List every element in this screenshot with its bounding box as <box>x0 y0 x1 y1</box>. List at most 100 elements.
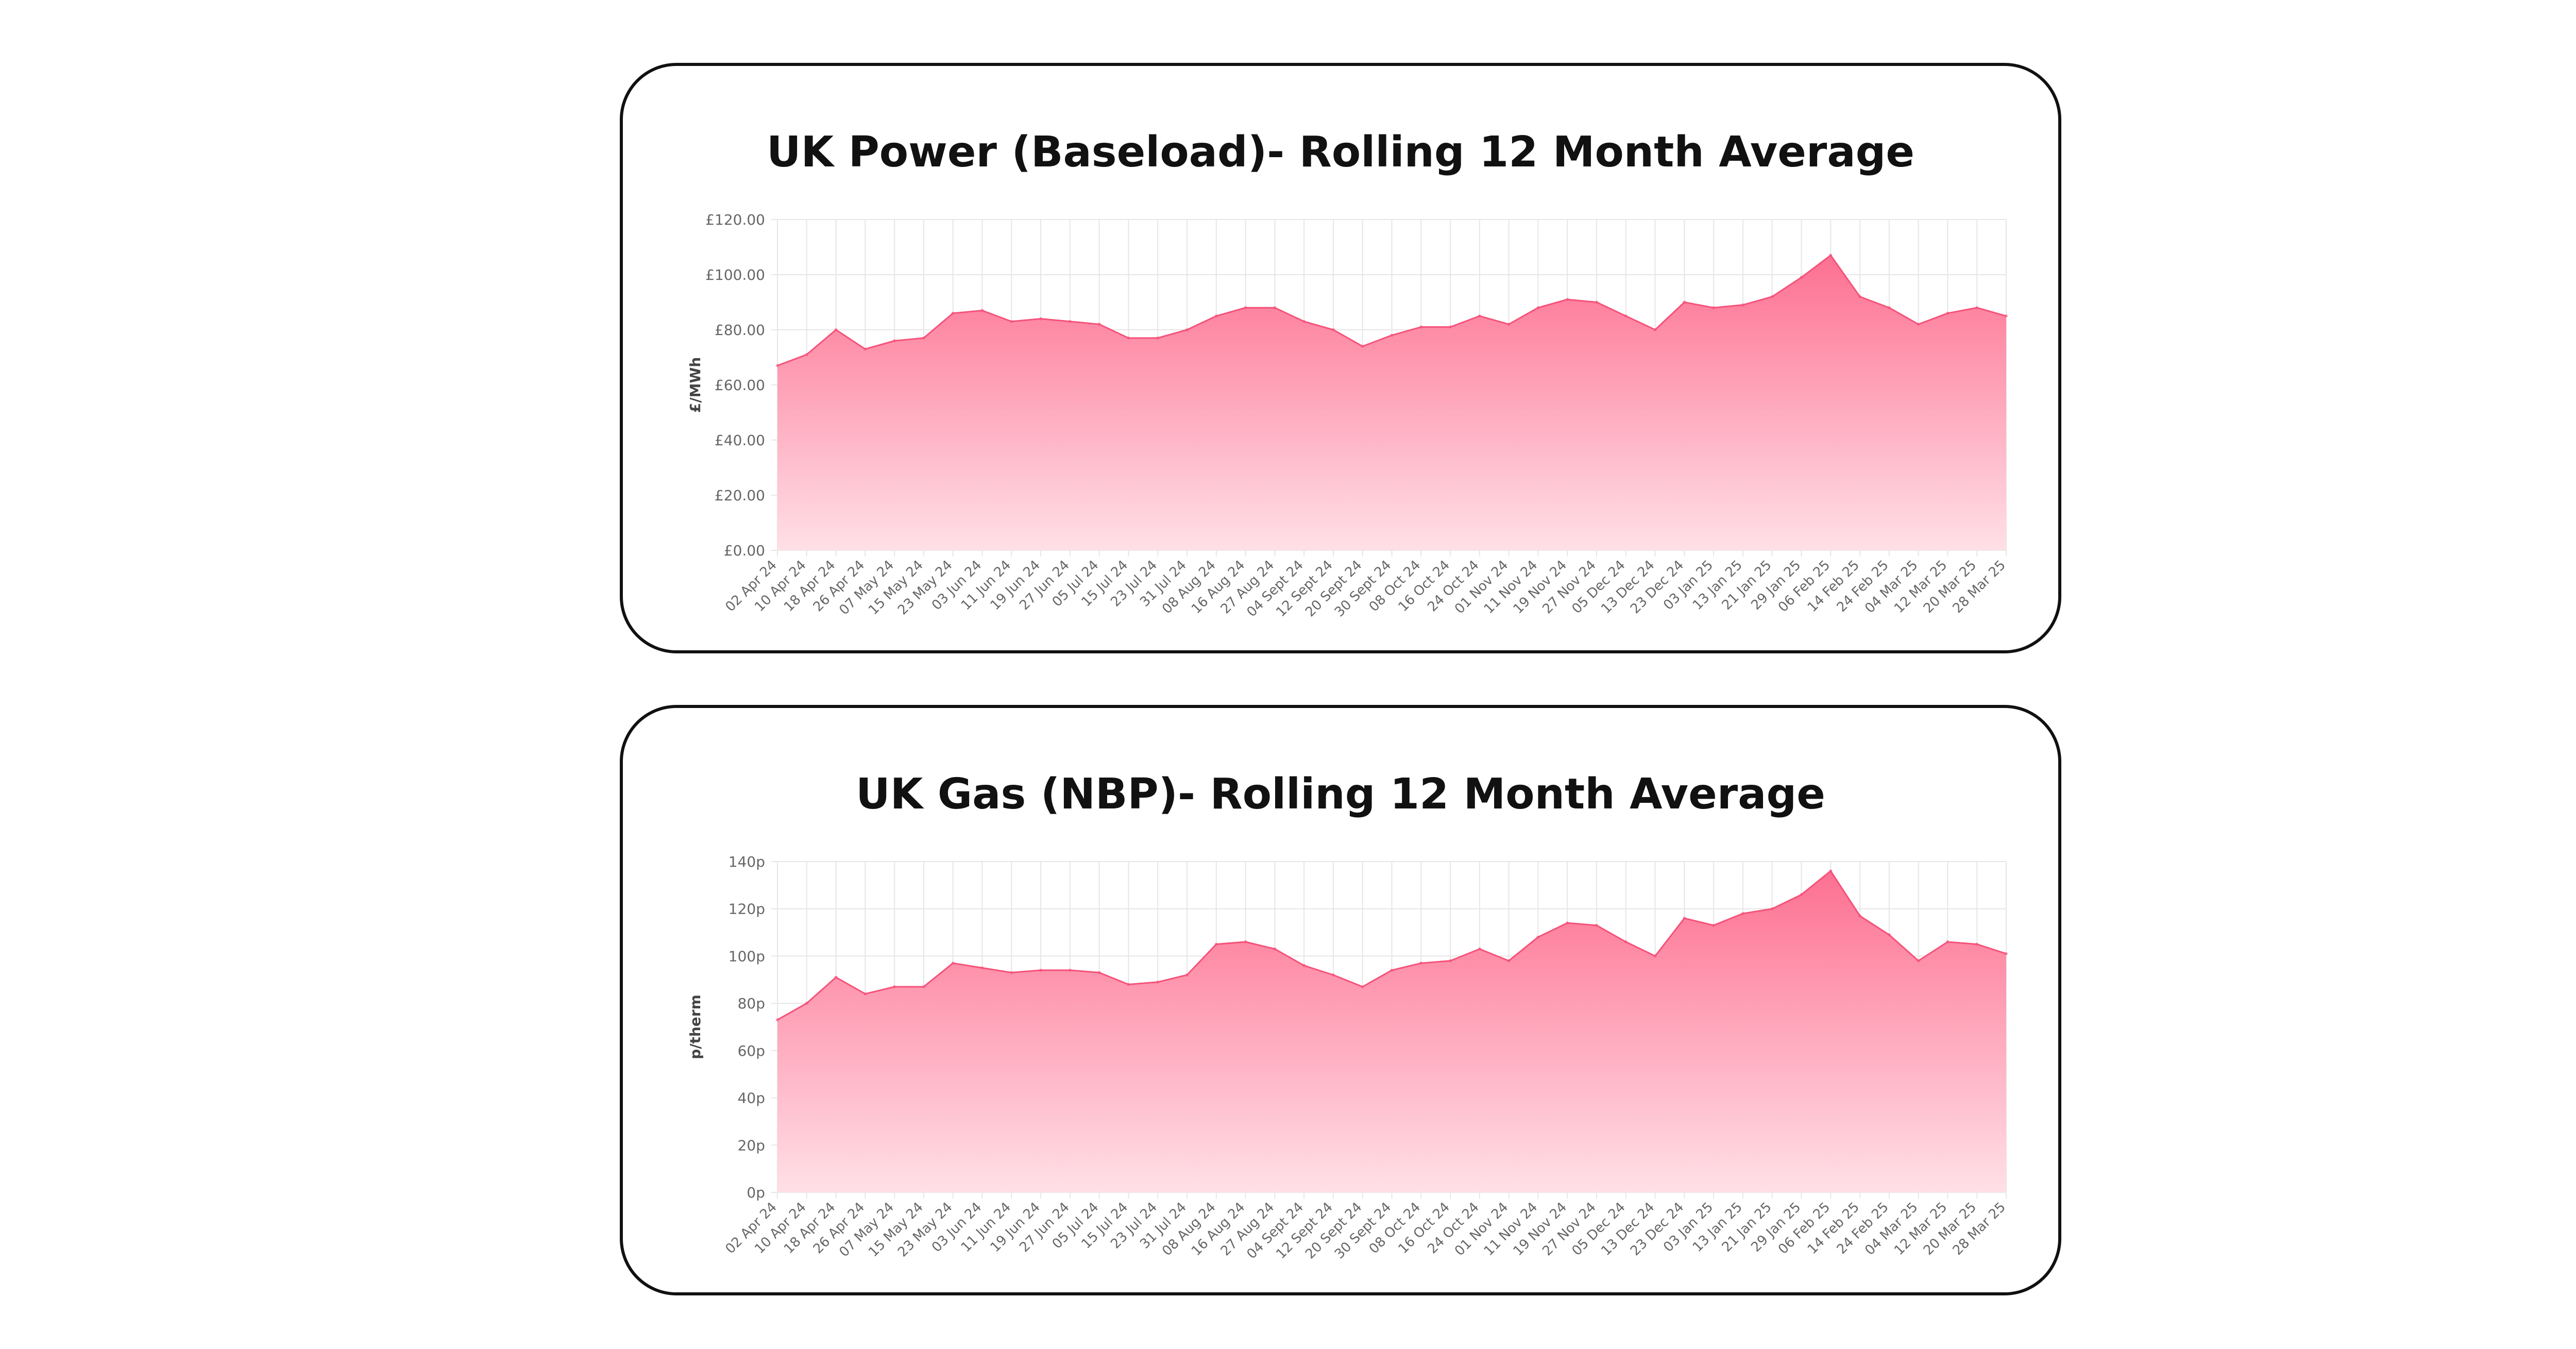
gas-ytick-label: 40p <box>738 1090 765 1107</box>
gas-data-point <box>1624 940 1628 943</box>
gas-data-point <box>1449 959 1452 963</box>
gas-data-point <box>1478 947 1481 951</box>
gas-data-point <box>1536 935 1540 939</box>
power-data-point <box>1244 306 1247 310</box>
power-data-point <box>1273 306 1277 310</box>
gas-ytick-label: 80p <box>738 995 765 1012</box>
power-ytick-label: £100.00 <box>705 266 765 283</box>
gas-data-point <box>893 985 896 989</box>
gas-data-point <box>1975 942 1979 946</box>
power-data-point <box>2005 314 2008 318</box>
gas-data-point <box>1273 947 1277 951</box>
power-data-point <box>1624 314 1628 318</box>
power-data-point <box>1127 336 1130 340</box>
power-data-point <box>1975 306 1979 310</box>
gas-data-point <box>1039 968 1043 972</box>
gas-data-point <box>1917 959 1920 963</box>
power-data-point <box>1185 328 1189 331</box>
power-ytick-label: £60.00 <box>715 377 765 394</box>
power-data-point <box>1214 314 1218 318</box>
power-data-point <box>1478 314 1481 318</box>
gas-data-point <box>1097 971 1101 974</box>
power-data-point <box>1097 323 1101 326</box>
gas-data-point <box>1507 959 1511 963</box>
power-data-point <box>951 311 955 315</box>
power-data-point <box>1683 300 1686 304</box>
gas-data-point <box>1331 973 1335 977</box>
gas-data-point <box>1770 907 1774 910</box>
power-data-point <box>1302 319 1306 323</box>
power-data-point <box>1419 325 1423 329</box>
gas-data-point <box>1361 985 1364 989</box>
power-ytick-label: £40.00 <box>715 432 765 449</box>
power-data-point <box>1361 345 1364 348</box>
power-ytick-label: £20.00 <box>715 487 765 504</box>
gas-data-point <box>2005 952 2008 955</box>
power-ytick-label: £120.00 <box>705 211 765 228</box>
power-area-chart: £0.00 £20.00 £40.00 £60.00 £80.00 £100.00 £120… <box>687 211 2009 620</box>
power-data-point <box>1595 300 1598 304</box>
gas-data-point <box>1185 973 1189 977</box>
power-data-point <box>980 309 984 312</box>
gas-data-point <box>1127 983 1130 986</box>
power-data-point <box>1946 311 1950 315</box>
gas-data-point <box>1653 954 1657 958</box>
power-yaxis-title: £/MWh <box>687 357 704 413</box>
gas-data-point <box>1829 869 1833 873</box>
power-ytick-label: £0.00 <box>724 542 765 559</box>
power-data-point <box>1800 276 1803 279</box>
gas-data-point <box>1068 968 1072 972</box>
gas-data-point <box>834 975 838 979</box>
power-data-point <box>1566 298 1569 301</box>
power-data-point <box>1068 319 1072 323</box>
gas-ytick-label: 140p <box>728 853 765 870</box>
power-data-point <box>1858 295 1862 298</box>
gas-ytick-label: 60p <box>738 1042 765 1059</box>
power-data-point <box>805 353 808 357</box>
power-data-point <box>893 339 896 343</box>
gas-chart-title: UK Gas (NBP)- Rolling 12 Month Average <box>856 770 1825 819</box>
gas-data-point <box>1419 962 1423 965</box>
power-ytick-label: £80.00 <box>715 322 765 339</box>
gas-ytick-label: 20p <box>738 1137 765 1154</box>
gas-data-point <box>922 985 925 989</box>
power-data-point <box>1156 336 1160 340</box>
gas-data-point <box>1741 912 1744 915</box>
power-series-area <box>777 255 2006 550</box>
power-data-point <box>1770 295 1774 298</box>
gas-data-point <box>776 1018 779 1022</box>
gas-ytick-label: 120p <box>728 901 765 918</box>
power-data-point <box>834 328 838 331</box>
power-data-point <box>1887 306 1891 310</box>
gas-data-point <box>1214 942 1218 946</box>
power-data-point <box>1536 306 1540 310</box>
gas-data-point <box>1156 980 1160 984</box>
gas-data-point <box>863 992 867 996</box>
gas-data-point <box>980 966 984 970</box>
power-data-point <box>1010 319 1013 323</box>
power-data-point <box>1653 328 1657 331</box>
gas-ytick-label: 0p <box>747 1184 765 1201</box>
gas-data-point <box>1800 893 1803 897</box>
gas-data-point <box>1302 964 1306 967</box>
gas-data-point <box>1010 971 1013 974</box>
gas-data-point <box>1390 968 1394 972</box>
power-data-point <box>1712 306 1716 310</box>
power-data-point <box>1917 323 1920 326</box>
gas-data-point <box>1858 914 1862 918</box>
gas-chart-card: UK Gas (NBP)- Rolling 12 Month Average 0… <box>620 705 2061 1295</box>
gas-data-point <box>1595 923 1598 927</box>
gas-series-area <box>777 871 2006 1192</box>
power-data-point <box>1039 317 1043 321</box>
power-data-point <box>1331 328 1335 331</box>
power-chart-title: UK Power (Baseload)- Rolling 12 Month Av… <box>767 128 1914 177</box>
gas-data-point <box>1683 917 1686 920</box>
power-data-point <box>922 336 925 340</box>
power-data-point <box>1507 323 1511 326</box>
gas-data-point <box>1712 923 1716 927</box>
gas-ytick-label: 100p <box>728 948 765 965</box>
gas-data-point <box>1244 940 1247 943</box>
gas-data-point <box>805 1002 808 1005</box>
gas-data-point <box>1887 933 1891 937</box>
power-chart-card: UK Power (Baseload)- Rolling 12 Month Av… <box>620 63 2061 653</box>
